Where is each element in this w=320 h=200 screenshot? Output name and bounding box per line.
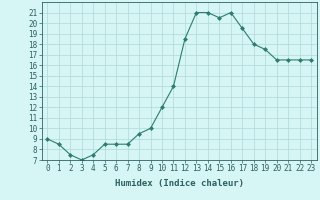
X-axis label: Humidex (Indice chaleur): Humidex (Indice chaleur) [115, 179, 244, 188]
